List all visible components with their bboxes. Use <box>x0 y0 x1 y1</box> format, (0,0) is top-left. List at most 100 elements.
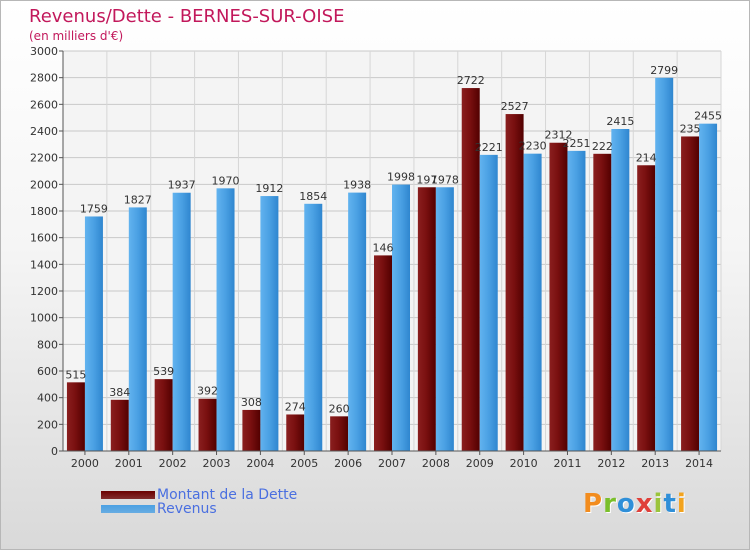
x-tick-label: 2010 <box>510 457 538 470</box>
x-tick-label: 2009 <box>466 457 494 470</box>
data-label-revenus: 1937 <box>168 179 196 192</box>
data-label-revenus: 2455 <box>694 110 722 123</box>
bar-revenus <box>348 192 367 451</box>
data-label-revenus: 1970 <box>212 174 240 187</box>
proxiti-logo: Proxiti <box>583 489 687 519</box>
bar-dette <box>374 255 392 451</box>
bar-revenus <box>435 187 454 451</box>
data-label-dette: 260 <box>329 402 350 415</box>
y-tick-label: 2800 <box>30 72 58 85</box>
data-label-dette: 384 <box>109 386 130 399</box>
logo-letter: o <box>616 489 636 519</box>
data-label-revenus: 1912 <box>255 182 283 195</box>
bar-revenus <box>611 129 630 451</box>
logo-letter: i <box>653 489 664 519</box>
y-tick-label: 1600 <box>30 232 58 245</box>
logo-letter: i <box>676 489 687 519</box>
y-tick-label: 2200 <box>30 152 58 165</box>
data-label-dette: 392 <box>197 385 218 398</box>
bar-revenus <box>699 123 718 452</box>
y-tick-label: 2600 <box>30 98 58 111</box>
data-label-dette: 515 <box>65 368 86 381</box>
data-label-dette: 274 <box>285 400 306 413</box>
x-tick-label: 2013 <box>641 457 669 470</box>
bar-revenus <box>567 150 586 451</box>
x-tick-label: 2006 <box>334 457 362 470</box>
bar-dette <box>549 142 568 451</box>
data-label-revenus: 1998 <box>387 171 415 184</box>
y-tick-label: 3000 <box>30 45 58 58</box>
bar-dette <box>154 379 173 451</box>
data-label-dette: 214 <box>636 151 657 164</box>
y-tick-label: 2400 <box>30 125 58 138</box>
bar-dette <box>110 399 129 451</box>
y-tick-label: 1200 <box>30 285 58 298</box>
bar-revenus <box>128 207 147 451</box>
legend-swatch-revenus <box>101 505 155 513</box>
y-tick-label: 400 <box>37 392 58 405</box>
x-tick-label: 2011 <box>553 457 581 470</box>
data-label-revenus: 2221 <box>475 141 503 154</box>
legend-label-revenus: Revenus <box>157 501 217 517</box>
data-label-dette: 146 <box>373 241 394 254</box>
x-tick-label: 2005 <box>290 457 318 470</box>
data-label-dette: 2527 <box>501 100 529 113</box>
data-label-revenus: 1978 <box>431 173 459 186</box>
x-tick-label: 2002 <box>159 457 187 470</box>
bar-dette <box>242 409 261 451</box>
bar-dette <box>286 414 305 451</box>
x-tick-label: 2004 <box>246 457 274 470</box>
data-label-revenus: 1938 <box>343 179 371 192</box>
bar-revenus <box>523 153 542 451</box>
bar-revenus <box>172 192 191 451</box>
data-label-dette: 539 <box>153 365 174 378</box>
y-tick-label: 1000 <box>30 312 58 325</box>
y-tick-label: 200 <box>37 418 58 431</box>
bar-revenus <box>655 77 674 452</box>
bar-revenus <box>392 184 410 451</box>
data-label-revenus: 2251 <box>562 137 590 150</box>
data-label-revenus: 1854 <box>299 190 327 203</box>
y-tick-label: 1800 <box>30 205 58 218</box>
chart-title: Revenus/Dette - BERNES-SUR-OISE <box>29 6 345 27</box>
data-label-dette: 222 <box>592 140 613 153</box>
logo-letter: P <box>583 489 604 519</box>
data-label-revenus: 2230 <box>519 140 547 153</box>
x-tick-label: 2008 <box>422 457 450 470</box>
bar-dette <box>637 165 656 451</box>
bar-dette <box>198 398 217 451</box>
bar-revenus <box>479 154 498 451</box>
data-label-dette: 235 <box>680 122 701 135</box>
data-label-dette: 308 <box>241 396 262 409</box>
bar-dette <box>681 136 700 451</box>
data-label-dette: 2312 <box>544 129 572 142</box>
y-tick-label: 800 <box>37 338 58 351</box>
data-label-dette: 197 <box>416 173 437 186</box>
x-tick-label: 2012 <box>597 457 625 470</box>
y-tick-label: 0 <box>51 445 58 458</box>
data-label-revenus: 1759 <box>80 202 108 215</box>
bar-dette <box>330 416 349 451</box>
data-label-revenus: 1827 <box>124 193 152 206</box>
x-tick-label: 2001 <box>115 457 143 470</box>
x-tick-label: 2014 <box>685 457 713 470</box>
bar-revenus <box>84 216 103 451</box>
legend-label-dette: Montant de la Dette <box>157 487 298 503</box>
bar-revenus <box>304 203 323 451</box>
bar-dette <box>417 187 436 451</box>
x-tick-label: 2000 <box>71 457 99 470</box>
bar-dette <box>461 88 480 452</box>
x-tick-label: 2007 <box>378 457 406 470</box>
data-label-dette: 2722 <box>457 74 485 87</box>
bar-dette <box>66 382 85 451</box>
y-tick-label: 1400 <box>30 258 58 271</box>
x-tick-label: 2003 <box>203 457 231 470</box>
legend-swatch-dette <box>101 491 155 499</box>
logo-letter: t <box>663 489 677 519</box>
data-label-revenus: 2415 <box>606 115 634 128</box>
bar-dette <box>505 114 524 452</box>
chart-subtitle: (en milliers d'€) <box>29 29 124 43</box>
bar-revenus <box>260 196 279 451</box>
